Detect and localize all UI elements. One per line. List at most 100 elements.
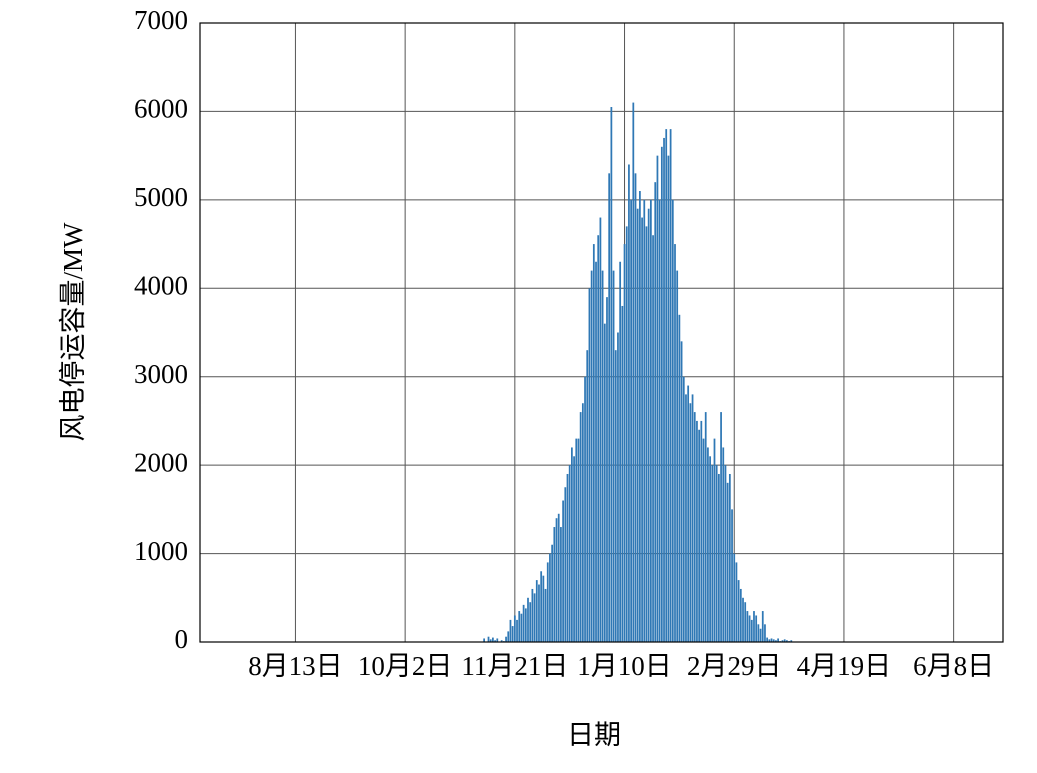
x-tick-label: 4月19日 xyxy=(797,651,892,681)
bar xyxy=(496,638,499,642)
bar xyxy=(685,394,687,642)
x-tick-label: 10月2日 xyxy=(358,651,453,681)
bar xyxy=(678,314,681,642)
bar xyxy=(619,261,622,642)
bar xyxy=(524,608,527,642)
bar xyxy=(737,580,740,642)
bar xyxy=(770,638,773,642)
bar xyxy=(709,456,711,642)
bar xyxy=(689,403,692,642)
bar xyxy=(601,270,604,642)
bar xyxy=(649,199,652,642)
bar xyxy=(531,588,534,642)
bar xyxy=(700,420,703,642)
bar xyxy=(549,553,551,642)
y-axis-label: 风电停运容量/MW xyxy=(58,222,88,442)
bar xyxy=(660,146,663,643)
bar xyxy=(509,619,512,642)
x-tick-label: 8月13日 xyxy=(248,651,343,681)
y-tick-label: 3000 xyxy=(134,359,188,389)
bar xyxy=(562,500,564,642)
bar xyxy=(529,602,532,642)
bar xyxy=(522,604,525,642)
bar xyxy=(586,350,589,642)
bar xyxy=(687,385,690,642)
bar xyxy=(781,640,784,642)
bar xyxy=(575,438,578,642)
bar xyxy=(718,473,720,642)
bar xyxy=(623,244,626,643)
bar xyxy=(551,544,554,642)
bar xyxy=(643,199,646,642)
bar xyxy=(579,412,582,642)
bar xyxy=(783,639,786,642)
bar xyxy=(608,173,611,643)
bar xyxy=(647,208,650,642)
bar xyxy=(494,640,496,642)
bar xyxy=(527,597,529,642)
bar xyxy=(724,465,727,642)
bar xyxy=(553,527,556,642)
bar xyxy=(671,199,674,642)
x-tick-label: 11月21日 xyxy=(461,651,568,681)
bar xyxy=(735,562,738,642)
bar xyxy=(761,611,764,642)
bar xyxy=(693,412,696,642)
bar xyxy=(617,332,619,642)
bar xyxy=(581,403,584,642)
bar xyxy=(625,226,628,642)
bar xyxy=(711,465,714,642)
bar xyxy=(614,350,617,642)
bar xyxy=(489,639,492,642)
y-tick-label: 4000 xyxy=(134,270,188,300)
bar xyxy=(731,509,733,642)
bar xyxy=(492,637,494,642)
plot-frame xyxy=(199,22,1004,643)
bar xyxy=(577,438,580,642)
bar xyxy=(606,297,608,642)
y-tick-label: 2000 xyxy=(134,447,188,477)
bar xyxy=(595,261,597,642)
bar xyxy=(639,191,641,642)
bar xyxy=(560,527,562,642)
bar xyxy=(628,164,630,642)
bar xyxy=(535,580,538,642)
y-tick-label: 0 xyxy=(175,624,189,654)
bar xyxy=(707,447,709,642)
bar xyxy=(757,624,760,642)
bar xyxy=(682,376,685,642)
bar xyxy=(584,376,586,642)
bar xyxy=(513,615,516,642)
bar xyxy=(759,628,762,642)
y-tick-label: 7000 xyxy=(134,5,188,35)
bar xyxy=(566,473,569,642)
bar xyxy=(768,639,771,642)
x-tick-label: 6月8日 xyxy=(913,651,994,681)
bar xyxy=(590,270,593,642)
bar xyxy=(516,619,518,642)
bar xyxy=(744,602,747,642)
bar xyxy=(654,182,657,642)
bar xyxy=(571,447,573,642)
bar xyxy=(540,571,543,642)
bar xyxy=(713,438,716,642)
bar xyxy=(500,640,503,642)
bar xyxy=(722,447,725,642)
bar xyxy=(676,270,679,642)
bar xyxy=(777,638,779,642)
bar xyxy=(786,640,788,642)
bar xyxy=(507,631,510,642)
bar xyxy=(733,553,736,642)
x-tick-label: 2月29日 xyxy=(687,651,782,681)
bar xyxy=(656,155,659,642)
bar xyxy=(546,562,549,642)
bar xyxy=(641,217,643,643)
bar xyxy=(720,412,722,642)
bar xyxy=(533,593,536,642)
x-tick-label: 1月10日 xyxy=(577,651,672,681)
y-tick-label: 6000 xyxy=(134,94,188,124)
bar xyxy=(755,615,758,642)
bar xyxy=(632,102,635,643)
bar xyxy=(775,640,777,642)
